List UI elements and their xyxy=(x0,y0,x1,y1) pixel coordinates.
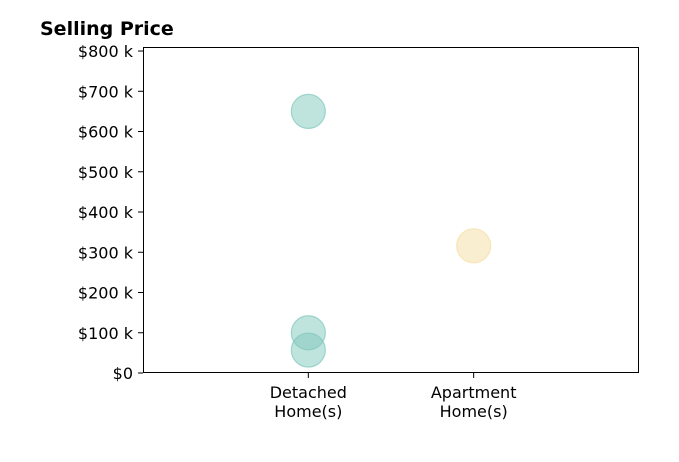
x-tick-label: Apartment Home(s) xyxy=(431,383,517,421)
y-tick-label: $800 k xyxy=(78,42,134,61)
y-axis: $0 $100 k $200 k $300 k $400 k $500 k $600 k $7… xyxy=(78,42,143,383)
data-point xyxy=(290,332,326,368)
y-tick-label: $700 k xyxy=(78,82,134,101)
y-tick-label: $600 k xyxy=(78,123,134,142)
y-tick-label: $500 k xyxy=(78,163,134,182)
chart-title: Selling Price xyxy=(40,18,174,40)
y-tick-label: $400 k xyxy=(78,203,134,222)
y-tick-label: $300 k xyxy=(78,243,134,262)
y-tick-label: $100 k xyxy=(78,324,134,343)
x-axis: Detached Home(s) Apartment Home(s) xyxy=(270,373,517,421)
data-point xyxy=(290,93,326,129)
y-tick-label: $200 k xyxy=(78,284,134,303)
plot-frame xyxy=(143,47,639,373)
y-tick-label: $0 xyxy=(113,364,133,383)
x-tick-label: Detached Home(s) xyxy=(270,383,347,421)
data-point xyxy=(456,228,492,264)
points-layer xyxy=(290,93,492,368)
